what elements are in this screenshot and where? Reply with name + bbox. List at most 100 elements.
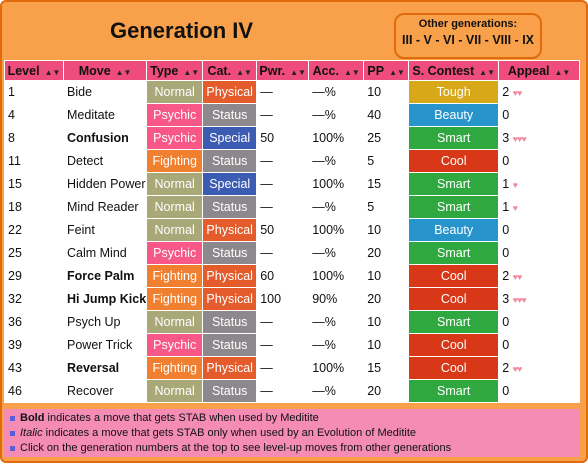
move-link[interactable]: Feint <box>64 219 147 241</box>
type-badge[interactable]: Normal <box>147 380 203 402</box>
appeal-cell: 2 ♥♥ <box>499 265 579 287</box>
contest-badge[interactable]: Smart <box>409 196 499 218</box>
contest-badge[interactable]: Cool <box>409 265 499 287</box>
column-header-appeal[interactable]: Appeal ▲▼ <box>499 61 579 80</box>
type-badge[interactable]: Normal <box>147 196 203 218</box>
sort-arrows-icon[interactable]: ▲▼ <box>236 67 252 77</box>
contest-badge[interactable]: Cool <box>409 288 499 310</box>
category-badge[interactable]: Special <box>203 127 257 149</box>
table-header-row: Level ▲▼ Move ▲▼ Type ▲▼ Cat. ▲▼ Pwr. ▲▼ Acc.… <box>5 61 579 80</box>
contest-badge[interactable]: Beauty <box>409 219 499 241</box>
accuracy-cell: 90% <box>309 288 364 310</box>
move-link[interactable]: Hidden Power <box>64 173 147 195</box>
heart-icon: ♥ <box>512 180 518 190</box>
generation-links: III - V - VI - VII - VIII - IX <box>396 33 540 47</box>
category-badge[interactable]: Physical <box>203 81 257 103</box>
column-header-accuracy[interactable]: Acc. ▲▼ <box>309 61 364 80</box>
appeal-cell: 2 ♥♥ <box>499 357 579 379</box>
pp-cell: 10 <box>364 81 409 103</box>
type-badge[interactable]: Fighting <box>147 357 203 379</box>
type-badge[interactable]: Normal <box>147 81 203 103</box>
contest-badge[interactable]: Smart <box>409 380 499 402</box>
type-badge[interactable]: Fighting <box>147 288 203 310</box>
category-badge[interactable]: Status <box>203 196 257 218</box>
category-badge[interactable]: Status <box>203 311 257 333</box>
move-link[interactable]: Recover <box>64 380 147 402</box>
generation-link-ix[interactable]: IX <box>522 33 534 47</box>
contest-badge[interactable]: Cool <box>409 150 499 172</box>
contest-badge[interactable]: Beauty <box>409 104 499 126</box>
generation-link-iii[interactable]: III <box>402 33 413 47</box>
generation-link-vii[interactable]: VII <box>465 33 482 47</box>
contest-badge[interactable]: Smart <box>409 173 499 195</box>
column-header-contest[interactable]: S. Contest ▲▼ <box>409 61 499 80</box>
type-badge[interactable]: Fighting <box>147 150 203 172</box>
category-badge[interactable]: Physical <box>203 357 257 379</box>
sort-arrows-icon[interactable]: ▲▼ <box>554 67 571 77</box>
appeal-value: 0 <box>502 338 510 352</box>
sort-arrows-icon[interactable]: ▲▼ <box>343 67 360 77</box>
level-cell: 8 <box>5 127 63 149</box>
category-badge[interactable]: Physical <box>203 219 257 241</box>
column-header-type[interactable]: Type ▲▼ <box>147 61 203 80</box>
table-row: 11 Detect Fighting Status — —% 5 Cool 0 <box>5 150 579 172</box>
level-cell: 11 <box>5 150 63 172</box>
contest-badge[interactable]: Smart <box>409 127 499 149</box>
column-header-pp[interactable]: PP ▲▼ <box>364 61 409 80</box>
category-badge[interactable]: Status <box>203 242 257 264</box>
type-badge[interactable]: Normal <box>147 219 203 241</box>
generation-link-vi[interactable]: VI <box>442 33 455 47</box>
move-link[interactable]: Psych Up <box>64 311 147 333</box>
heart-icon: ♥♥♥ <box>512 295 527 305</box>
sort-arrows-icon[interactable]: ▲▼ <box>479 67 496 77</box>
appeal-cell: 1 ♥ <box>499 196 579 218</box>
contest-badge[interactable]: Smart <box>409 311 499 333</box>
type-badge[interactable]: Psychic <box>147 104 203 126</box>
category-badge[interactable]: Physical <box>203 265 257 287</box>
type-badge[interactable]: Normal <box>147 173 203 195</box>
type-badge[interactable]: Fighting <box>147 265 203 287</box>
sort-arrows-icon[interactable]: ▲▼ <box>44 67 61 77</box>
move-link[interactable]: Force Palm <box>64 265 147 287</box>
table-row: 46 Recover Normal Status — —% 20 Smart 0 <box>5 380 579 402</box>
accuracy-cell: 100% <box>309 127 364 149</box>
contest-badge[interactable]: Smart <box>409 242 499 264</box>
category-badge[interactable]: Status <box>203 104 257 126</box>
sort-arrows-icon[interactable]: ▲▼ <box>183 67 200 77</box>
power-cell: — <box>257 380 309 402</box>
type-badge[interactable]: Psychic <box>147 334 203 356</box>
category-badge[interactable]: Status <box>203 380 257 402</box>
sort-arrows-icon[interactable]: ▲▼ <box>290 67 306 77</box>
column-header-level[interactable]: Level ▲▼ <box>5 61 63 80</box>
move-link[interactable]: Bide <box>64 81 147 103</box>
generation-link-v[interactable]: V <box>423 33 432 47</box>
category-badge[interactable]: Physical <box>203 288 257 310</box>
type-badge[interactable]: Psychic <box>147 127 203 149</box>
move-link[interactable]: Confusion <box>64 127 147 149</box>
category-badge[interactable]: Status <box>203 334 257 356</box>
category-badge[interactable]: Special <box>203 173 257 195</box>
sort-arrows-icon[interactable]: ▲▼ <box>389 67 405 77</box>
type-badge[interactable]: Psychic <box>147 242 203 264</box>
move-link[interactable]: Power Trick <box>64 334 147 356</box>
bullet-icon <box>10 431 15 436</box>
type-badge[interactable]: Normal <box>147 311 203 333</box>
category-badge[interactable]: Status <box>203 150 257 172</box>
contest-badge[interactable]: Cool <box>409 357 499 379</box>
generation-link-viii[interactable]: VIII <box>492 33 512 47</box>
legend-click-text: Click on the generation numbers at the t… <box>20 442 452 454</box>
move-link[interactable]: Calm Mind <box>64 242 147 264</box>
move-link[interactable]: Meditate <box>64 104 147 126</box>
move-link[interactable]: Hi Jump Kick <box>64 288 147 310</box>
move-link[interactable]: Detect <box>64 150 147 172</box>
contest-badge[interactable]: Tough <box>409 81 499 103</box>
move-link[interactable]: Reversal <box>64 357 147 379</box>
contest-badge[interactable]: Cool <box>409 334 499 356</box>
sort-arrows-icon[interactable]: ▲▼ <box>115 67 132 77</box>
appeal-value: 2 <box>502 269 510 283</box>
pp-cell: 20 <box>364 242 409 264</box>
column-header-category[interactable]: Cat. ▲▼ <box>203 61 257 80</box>
move-link[interactable]: Mind Reader <box>64 196 147 218</box>
column-header-move[interactable]: Move ▲▼ <box>64 61 147 80</box>
column-header-power[interactable]: Pwr. ▲▼ <box>257 61 309 80</box>
